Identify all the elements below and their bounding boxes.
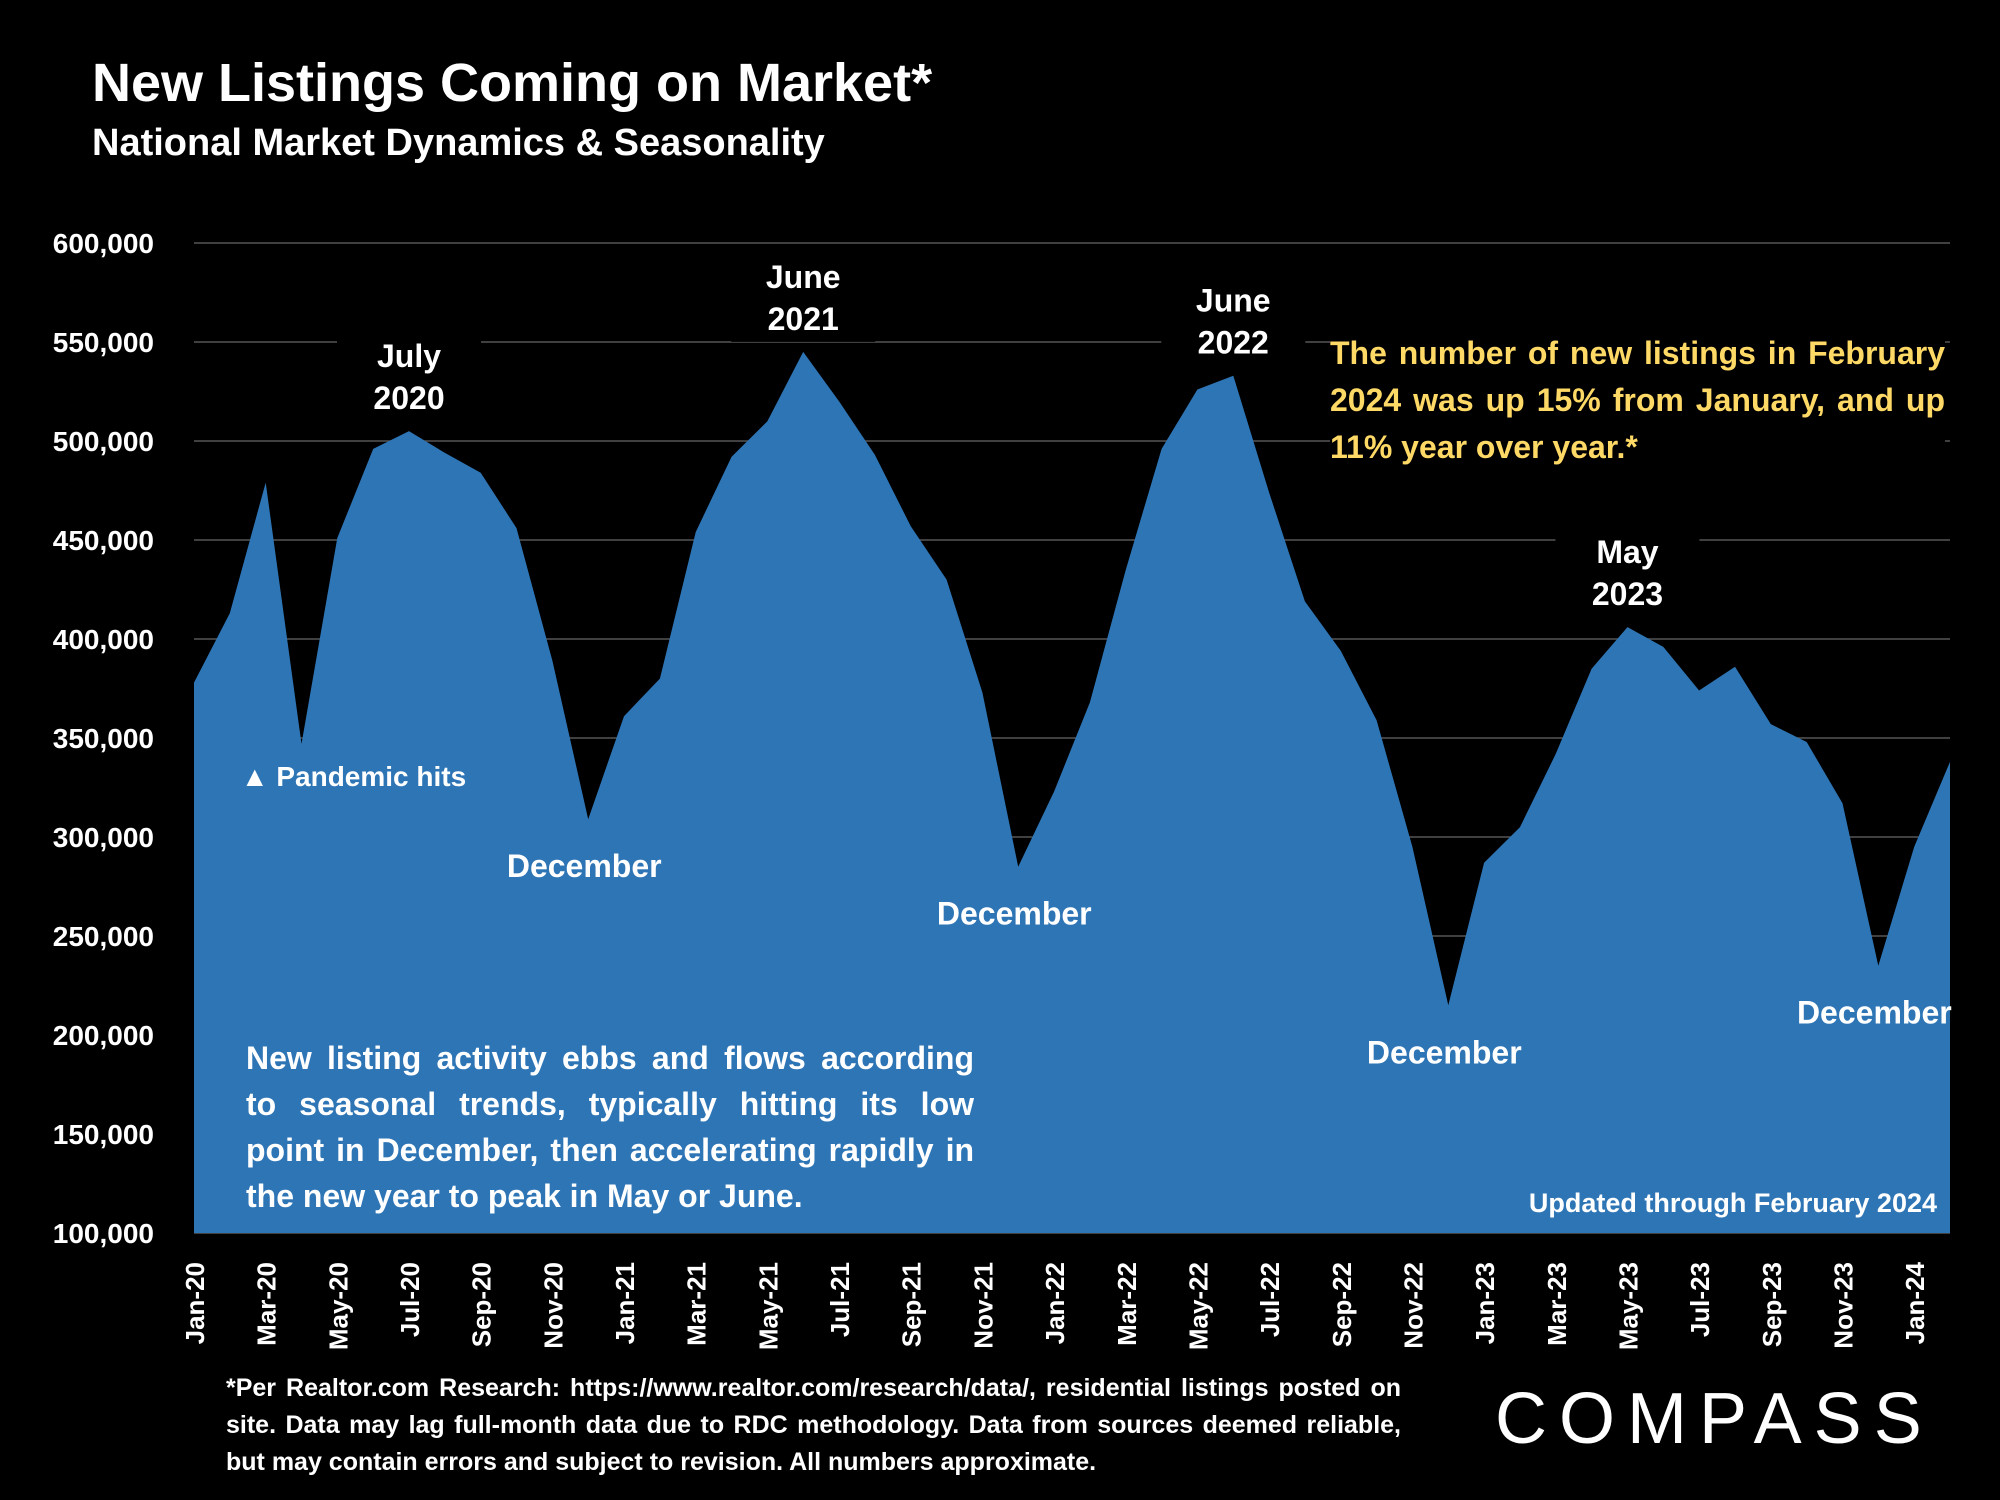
x-tick-label: Jan-24 (1900, 1261, 1930, 1344)
updated-note: Updated through February 2024 (1529, 1188, 1937, 1218)
x-tick-label: Jul-21 (825, 1262, 855, 1337)
annotation-bg (1555, 525, 1700, 618)
december-annotation: December (507, 848, 662, 884)
x-tick-label: Jan-21 (610, 1262, 640, 1344)
peak-annotation: 2022 (1198, 325, 1269, 361)
y-tick-label: 150,000 (53, 1119, 154, 1150)
annotation-bg (1161, 273, 1306, 366)
y-tick-label: 250,000 (53, 921, 154, 952)
chart-subtitle: National Market Dynamics & Seasonality (92, 122, 825, 164)
x-tick-label: Sep-21 (897, 1262, 927, 1347)
compass-logo: COMPASS (1495, 1379, 1934, 1459)
x-tick-label: Jan-20 (180, 1262, 210, 1344)
description-text: New listing activity ebbs and flows acco… (246, 1040, 974, 1214)
x-tick-label: May-23 (1613, 1262, 1643, 1350)
x-tick-label: Jul-22 (1255, 1262, 1285, 1337)
peak-annotation: 2023 (1592, 576, 1663, 612)
x-tick-label: Mar-21 (682, 1262, 712, 1346)
description-box: New listing activity ebbs and flows acco… (246, 1040, 974, 1214)
x-tick-label: May-21 (753, 1262, 783, 1350)
x-tick-label: Sep-20 (467, 1262, 497, 1347)
y-tick-label: 200,000 (53, 1020, 154, 1051)
peak-annotation: July (377, 338, 441, 374)
footnote: *Per Realtor.com Research: https://www.r… (226, 1374, 1401, 1476)
y-tick-label: 450,000 (53, 525, 154, 556)
x-tick-label: Sep-22 (1327, 1262, 1357, 1347)
x-tick-label: Mar-23 (1542, 1262, 1572, 1346)
y-tick-label: 500,000 (53, 426, 154, 457)
x-tick-label: May-20 (323, 1262, 353, 1350)
annotation-bg (337, 329, 482, 422)
x-tick-label: Nov-22 (1398, 1262, 1428, 1349)
x-tick-label: Sep-23 (1757, 1262, 1787, 1347)
x-tick-label: Jan-22 (1040, 1262, 1070, 1344)
peak-annotation: May (1596, 534, 1658, 570)
pandemic-annotation: ▲ Pandemic hits (241, 761, 466, 792)
series-area (194, 351, 1950, 1233)
y-tick-label: 400,000 (53, 624, 154, 655)
callout-text: The number of new listings in February 2… (1330, 330, 1945, 471)
chart-title: New Listings Coming on Market* (92, 53, 933, 113)
x-tick-label: Jul-23 (1685, 1262, 1715, 1337)
annotation-bg (731, 249, 876, 342)
callout-box: The number of new listings in February 2… (1330, 330, 1945, 471)
x-tick-label: Nov-21 (968, 1262, 998, 1349)
peak-annotation: June (766, 259, 841, 295)
x-tick-label: Jan-23 (1470, 1262, 1500, 1344)
x-tick-label: Nov-23 (1828, 1262, 1858, 1349)
peak-annotation: 2020 (373, 380, 444, 416)
x-tick-label: May-22 (1183, 1262, 1213, 1350)
peak-annotation: 2021 (768, 301, 839, 337)
y-tick-label: 550,000 (53, 327, 154, 358)
x-tick-label: Mar-22 (1112, 1262, 1142, 1346)
december-annotation: December (1797, 995, 1952, 1031)
december-annotation: December (937, 896, 1092, 932)
x-tick-label: Nov-20 (538, 1262, 568, 1349)
area-chart: 100,000 150,000 200,000 250,000 300,000 350,0… (53, 228, 1952, 1350)
y-tick-label: 100,000 (53, 1218, 154, 1249)
y-tick-label: 600,000 (53, 228, 154, 259)
peak-annotation: June (1196, 283, 1271, 319)
december-annotation: December (1367, 1034, 1522, 1070)
y-tick-label: 300,000 (53, 822, 154, 853)
x-tick-label: Jul-20 (395, 1262, 425, 1337)
x-tick-label: Mar-20 (252, 1262, 282, 1346)
y-tick-label: 350,000 (53, 723, 154, 754)
